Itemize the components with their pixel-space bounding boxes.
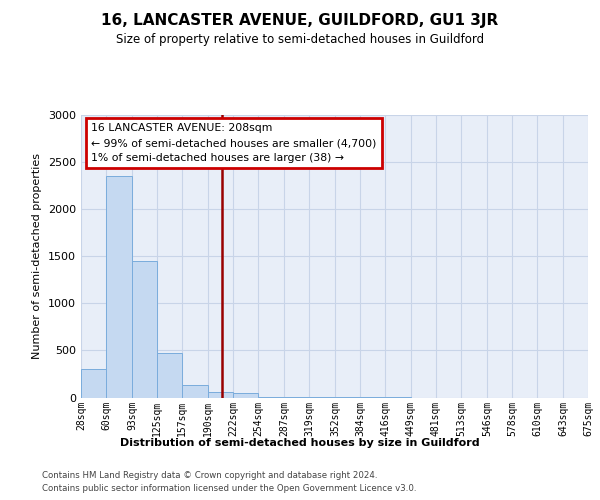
Text: Contains public sector information licensed under the Open Government Licence v3: Contains public sector information licen… [42, 484, 416, 493]
Bar [182, 386, 208, 398]
Bar [132, 261, 157, 398]
Bar [81, 369, 106, 398]
Bar [258, 396, 284, 398]
Text: Distribution of semi-detached houses by size in Guildford: Distribution of semi-detached houses by … [120, 438, 480, 448]
Text: Size of property relative to semi-detached houses in Guildford: Size of property relative to semi-detach… [116, 32, 484, 46]
Text: 16, LANCASTER AVENUE, GUILDFORD, GU1 3JR: 16, LANCASTER AVENUE, GUILDFORD, GU1 3JR [101, 12, 499, 28]
Text: Contains HM Land Registry data © Crown copyright and database right 2024.: Contains HM Land Registry data © Crown c… [42, 471, 377, 480]
Bar [157, 353, 182, 398]
Y-axis label: Number of semi-detached properties: Number of semi-detached properties [32, 153, 43, 359]
Bar [208, 392, 233, 398]
Text: 16 LANCASTER AVENUE: 208sqm
← 99% of semi-detached houses are smaller (4,700)
1%: 16 LANCASTER AVENUE: 208sqm ← 99% of sem… [91, 124, 377, 163]
Bar [233, 393, 258, 398]
Bar [106, 176, 132, 398]
